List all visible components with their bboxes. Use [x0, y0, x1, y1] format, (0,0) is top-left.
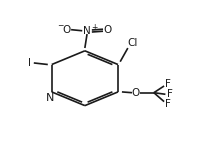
Text: O: O: [62, 25, 70, 35]
Text: Cl: Cl: [127, 38, 138, 48]
Text: F: F: [165, 79, 171, 89]
Text: O: O: [104, 25, 112, 35]
Text: O: O: [132, 88, 140, 98]
Text: F: F: [165, 99, 171, 109]
Text: N: N: [46, 93, 54, 103]
Text: I: I: [28, 58, 31, 68]
Text: +: +: [91, 23, 97, 32]
Text: N: N: [83, 26, 91, 36]
Text: −: −: [57, 21, 63, 30]
Text: F: F: [167, 89, 173, 99]
